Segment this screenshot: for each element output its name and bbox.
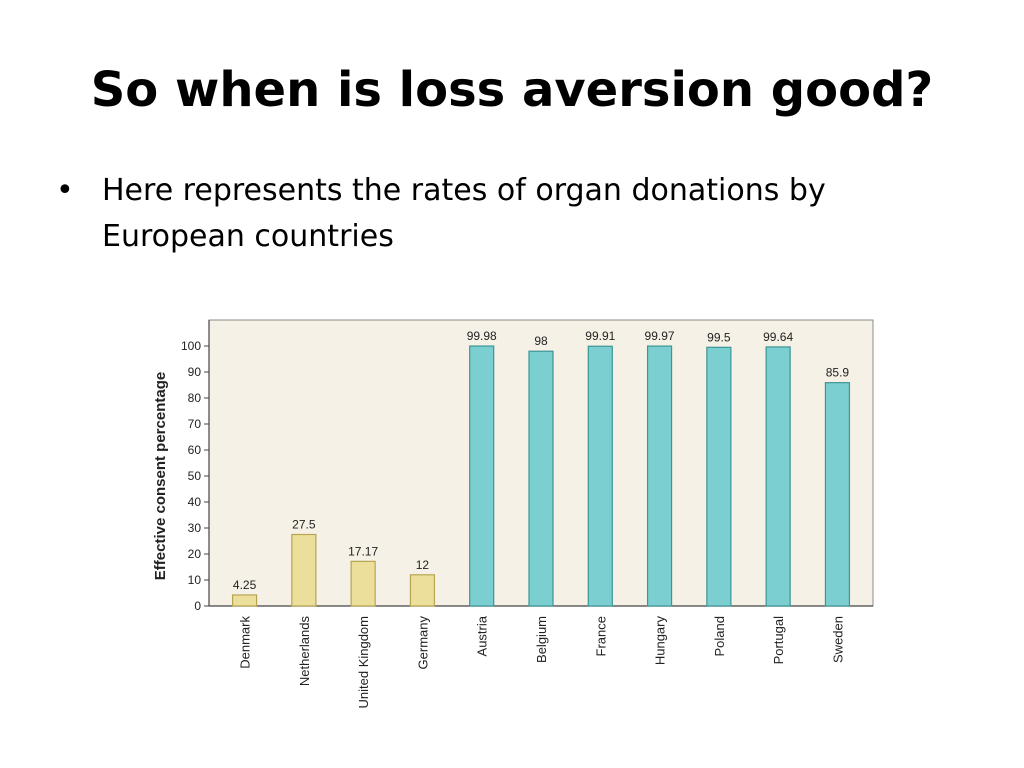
data-label: 12 — [416, 558, 430, 572]
category-label: Germany — [415, 616, 430, 670]
y-tick-label: 80 — [188, 391, 202, 405]
bar — [824, 382, 851, 607]
bar — [291, 533, 317, 607]
y-axis-ticks: 0 10 20 30 40 50 60 70 80 90 100 — [181, 339, 209, 613]
data-labels: 4.25 27.5 17.17 12 99.98 98 99.91 99.97 99.5 99.6… — [233, 329, 850, 592]
y-tick-label: 40 — [188, 495, 202, 509]
bullet-dot: • — [56, 173, 74, 208]
data-label: 17.17 — [348, 544, 378, 558]
y-tick-label: 10 — [188, 573, 202, 587]
y-tick-label: 0 — [194, 599, 201, 613]
category-label: Hungary — [653, 616, 668, 666]
slide-title: So when is loss aversion good? — [90, 62, 934, 118]
bullet-text: Here represents the rates of organ donat… — [102, 173, 826, 254]
y-tick-label: 20 — [188, 547, 202, 561]
category-label: Poland — [712, 616, 727, 656]
data-label: 99.5 — [707, 330, 731, 344]
bullet-item: • Here represents the rates of organ don… — [56, 168, 956, 260]
bar — [350, 560, 376, 607]
data-label: 99.64 — [763, 330, 793, 344]
category-label: Portugal — [771, 616, 786, 665]
y-tick-label: 70 — [188, 417, 202, 431]
bar — [409, 574, 436, 607]
bar — [587, 345, 613, 607]
y-tick-label: 90 — [188, 365, 202, 379]
data-label: 4.25 — [233, 578, 257, 592]
data-label: 99.98 — [467, 329, 497, 343]
data-label: 98 — [534, 334, 548, 348]
category-label: Belgium — [534, 616, 549, 663]
y-tick-label: 100 — [181, 339, 201, 353]
consent-bar-chart: Effective consent percentage 0 10 20 30 40 50… — [152, 319, 874, 709]
bar — [706, 346, 732, 607]
category-label: Sweden — [830, 616, 845, 663]
data-label: 99.97 — [645, 329, 675, 343]
bar — [528, 350, 554, 607]
bar — [469, 345, 495, 607]
category-label: Netherlands — [297, 616, 312, 687]
category-label: Austria — [475, 615, 490, 656]
category-label: France — [593, 616, 608, 656]
data-label: 27.5 — [292, 518, 316, 532]
category-labels: Denmark Netherlands United Kingdom Germany A… — [238, 615, 846, 708]
data-label: 85.9 — [826, 366, 850, 380]
bars — [231, 345, 851, 607]
bar — [765, 346, 791, 607]
data-label: 99.91 — [585, 329, 615, 343]
y-axis-title: Effective consent percentage — [152, 372, 169, 580]
category-label: United Kingdom — [356, 616, 371, 709]
bar — [231, 594, 258, 607]
y-tick-label: 50 — [188, 469, 202, 483]
y-tick-label: 60 — [188, 443, 202, 457]
y-tick-label: 30 — [188, 521, 202, 535]
bar — [646, 345, 673, 607]
category-label: Denmark — [238, 616, 253, 669]
